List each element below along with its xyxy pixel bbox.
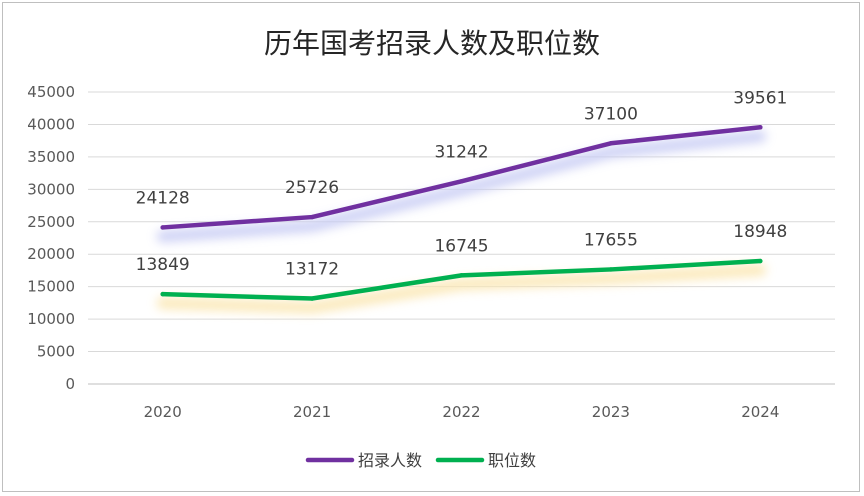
legend-label: 招录人数 <box>358 451 422 470</box>
data-label: 24128 <box>136 188 190 208</box>
data-label: 17655 <box>584 230 638 250</box>
y-tick-label: 5000 <box>37 343 75 361</box>
data-point <box>459 273 464 278</box>
y-tick-label: 20000 <box>27 245 75 263</box>
x-tick-label: 2021 <box>293 403 331 421</box>
chart-title: 历年国考招录人数及职位数 <box>264 27 600 60</box>
data-label: 25726 <box>285 178 339 198</box>
data-point <box>309 296 315 301</box>
data-point <box>608 267 614 272</box>
data-point <box>160 291 165 297</box>
y-tick-label: 0 <box>65 375 75 393</box>
y-tick-label: 35000 <box>27 148 75 166</box>
series-shadow-1 <box>156 264 767 314</box>
data-label: 16745 <box>434 236 488 256</box>
legend: 招录人数 职位数 <box>305 451 536 470</box>
series-shadow-0 <box>156 130 767 243</box>
x-tick-label: 2023 <box>592 403 630 421</box>
data-labels: 24128 25726 31242 37100 39561 13849 13172 16745… <box>136 88 788 279</box>
y-tick-label: 25000 <box>27 213 75 231</box>
data-label: 31242 <box>434 142 488 162</box>
data-point <box>758 125 763 130</box>
data-label: 13849 <box>136 255 190 275</box>
y-tick-label: 40000 <box>27 115 75 133</box>
series-group <box>156 125 767 314</box>
data-point <box>309 214 315 220</box>
legend-label: 职位数 <box>488 451 536 470</box>
y-tick-label: 30000 <box>27 180 75 198</box>
y-axis: 0 5000 10000 15000 20000 25000 30000 35000 40000… <box>27 83 75 393</box>
y-tick-label: 10000 <box>27 310 75 328</box>
data-label: 13172 <box>285 260 339 280</box>
x-tick-label: 2020 <box>144 403 182 421</box>
data-point <box>758 258 763 264</box>
line-chart: 历年国考招录人数及职位数 0 5000 10000 15000 20000 25000 30… <box>27 27 835 470</box>
data-point <box>608 141 614 146</box>
data-point <box>459 179 464 184</box>
data-label: 18948 <box>733 222 787 242</box>
data-point <box>160 225 165 230</box>
data-label: 39561 <box>733 88 787 108</box>
x-axis: 2020 2021 2022 2023 2024 <box>144 403 780 421</box>
y-tick-label: 45000 <box>27 83 75 101</box>
x-tick-label: 2022 <box>442 403 480 421</box>
y-tick-label: 15000 <box>27 278 75 296</box>
data-label: 37100 <box>584 104 638 124</box>
x-tick-label: 2024 <box>741 403 779 421</box>
